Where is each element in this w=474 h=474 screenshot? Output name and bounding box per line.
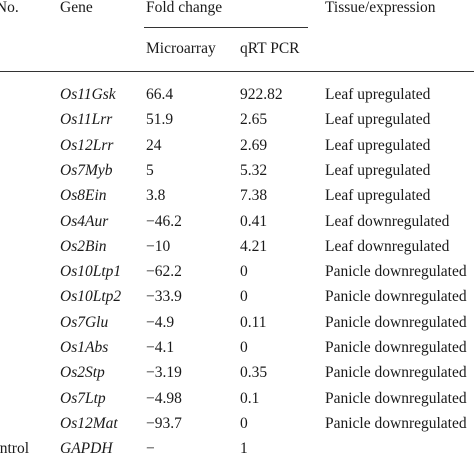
qrt-pcr-value: 1 bbox=[240, 440, 248, 457]
tissue-expression: Leaf downregulated bbox=[325, 238, 450, 255]
tissue-expression: Panicle downregulated bbox=[325, 364, 467, 381]
gene-name: Os4Aur bbox=[60, 213, 109, 230]
header-tissue: Tissue/expression bbox=[325, 0, 436, 16]
microarray-value: −62.2 bbox=[146, 263, 182, 280]
microarray-value: 5 bbox=[146, 162, 154, 179]
qrt-pcr-value: 0.35 bbox=[240, 364, 268, 381]
tissue-expression: Panicle downregulated bbox=[325, 263, 467, 280]
microarray-value: −4.98 bbox=[146, 390, 182, 407]
microarray-value: 51.9 bbox=[146, 111, 174, 128]
header-bottom-rule bbox=[0, 71, 474, 72]
tissue-expression: Panicle downregulated bbox=[325, 415, 467, 432]
tissue-expression: Panicle downregulated bbox=[325, 390, 467, 407]
gene-name: Os10Ltp2 bbox=[60, 288, 122, 305]
header-qrt-pcr: qRT PCR bbox=[240, 40, 300, 57]
tissue-expression: Panicle downregulated bbox=[325, 288, 467, 305]
qrt-pcr-value: 0 bbox=[240, 339, 248, 356]
tissue-expression: Leaf upregulated bbox=[325, 187, 431, 204]
microarray-value: −4.1 bbox=[146, 339, 175, 356]
microarray-value: 24 bbox=[146, 137, 162, 154]
qrt-pcr-value: 0 bbox=[240, 415, 248, 432]
qrt-pcr-value: 2.65 bbox=[240, 111, 268, 128]
microarray-value: −10 bbox=[146, 238, 171, 255]
tissue-expression: Leaf upregulated bbox=[325, 162, 431, 179]
microarray-value: −46.2 bbox=[146, 213, 182, 230]
tissue-expression: Leaf downregulated bbox=[325, 213, 450, 230]
gene-name: Os7Glu bbox=[60, 314, 109, 331]
tissue-expression: Leaf upregulated bbox=[325, 111, 431, 128]
tissue-expression: Leaf upregulated bbox=[325, 137, 431, 154]
fold-change-rule bbox=[144, 27, 308, 28]
gene-name: Os7Ltp bbox=[60, 390, 106, 407]
gene-name: Os1Abs bbox=[60, 339, 109, 356]
qrt-pcr-value: 0 bbox=[240, 263, 248, 280]
qrt-pcr-value: 5.32 bbox=[240, 162, 268, 179]
row-number: ontrol bbox=[0, 440, 30, 457]
gene-name: Os11Gsk bbox=[60, 86, 116, 103]
qrt-pcr-value: 0.11 bbox=[240, 314, 267, 331]
microarray-value: − bbox=[146, 440, 155, 457]
microarray-value: −33.9 bbox=[146, 288, 182, 305]
gene-name: Os2Stp bbox=[60, 364, 105, 381]
tissue-expression: Panicle downregulated bbox=[325, 314, 467, 331]
gene-name: Os12Mat bbox=[60, 415, 118, 432]
tissue-expression: Leaf upregulated bbox=[325, 86, 431, 103]
qrt-pcr-value: 0 bbox=[240, 288, 248, 305]
microarray-value: 3.8 bbox=[146, 187, 166, 204]
gene-name: Os11Lrr bbox=[60, 111, 113, 128]
gene-name: Os8Ein bbox=[60, 187, 107, 204]
qrt-pcr-value: 4.21 bbox=[240, 238, 268, 255]
qrt-pcr-value: 0.1 bbox=[240, 390, 260, 407]
qrt-pcr-value: 922.82 bbox=[240, 86, 283, 103]
gene-name: Os7Myb bbox=[60, 162, 113, 179]
gene-name: GAPDH bbox=[60, 440, 113, 457]
microarray-value: 66.4 bbox=[146, 86, 174, 103]
qrt-pcr-value: 2.69 bbox=[240, 137, 268, 154]
qrt-pcr-value: 7.38 bbox=[240, 187, 268, 204]
microarray-value: −3.19 bbox=[146, 364, 182, 381]
header-gene: Gene bbox=[60, 0, 93, 16]
header-no: .No. bbox=[0, 0, 19, 16]
tissue-expression: Panicle downregulated bbox=[325, 339, 467, 356]
gene-name: Os10Ltp1 bbox=[60, 263, 122, 280]
header-microarray: Microarray bbox=[146, 40, 216, 57]
qrt-pcr-value: 0.41 bbox=[240, 213, 268, 230]
gene-name: Os2Bin bbox=[60, 238, 107, 255]
gene-name: Os12Lrr bbox=[60, 137, 114, 154]
header-fold-change: Fold change bbox=[146, 0, 223, 16]
microarray-value: −4.9 bbox=[146, 314, 175, 331]
microarray-value: −93.7 bbox=[146, 415, 182, 432]
